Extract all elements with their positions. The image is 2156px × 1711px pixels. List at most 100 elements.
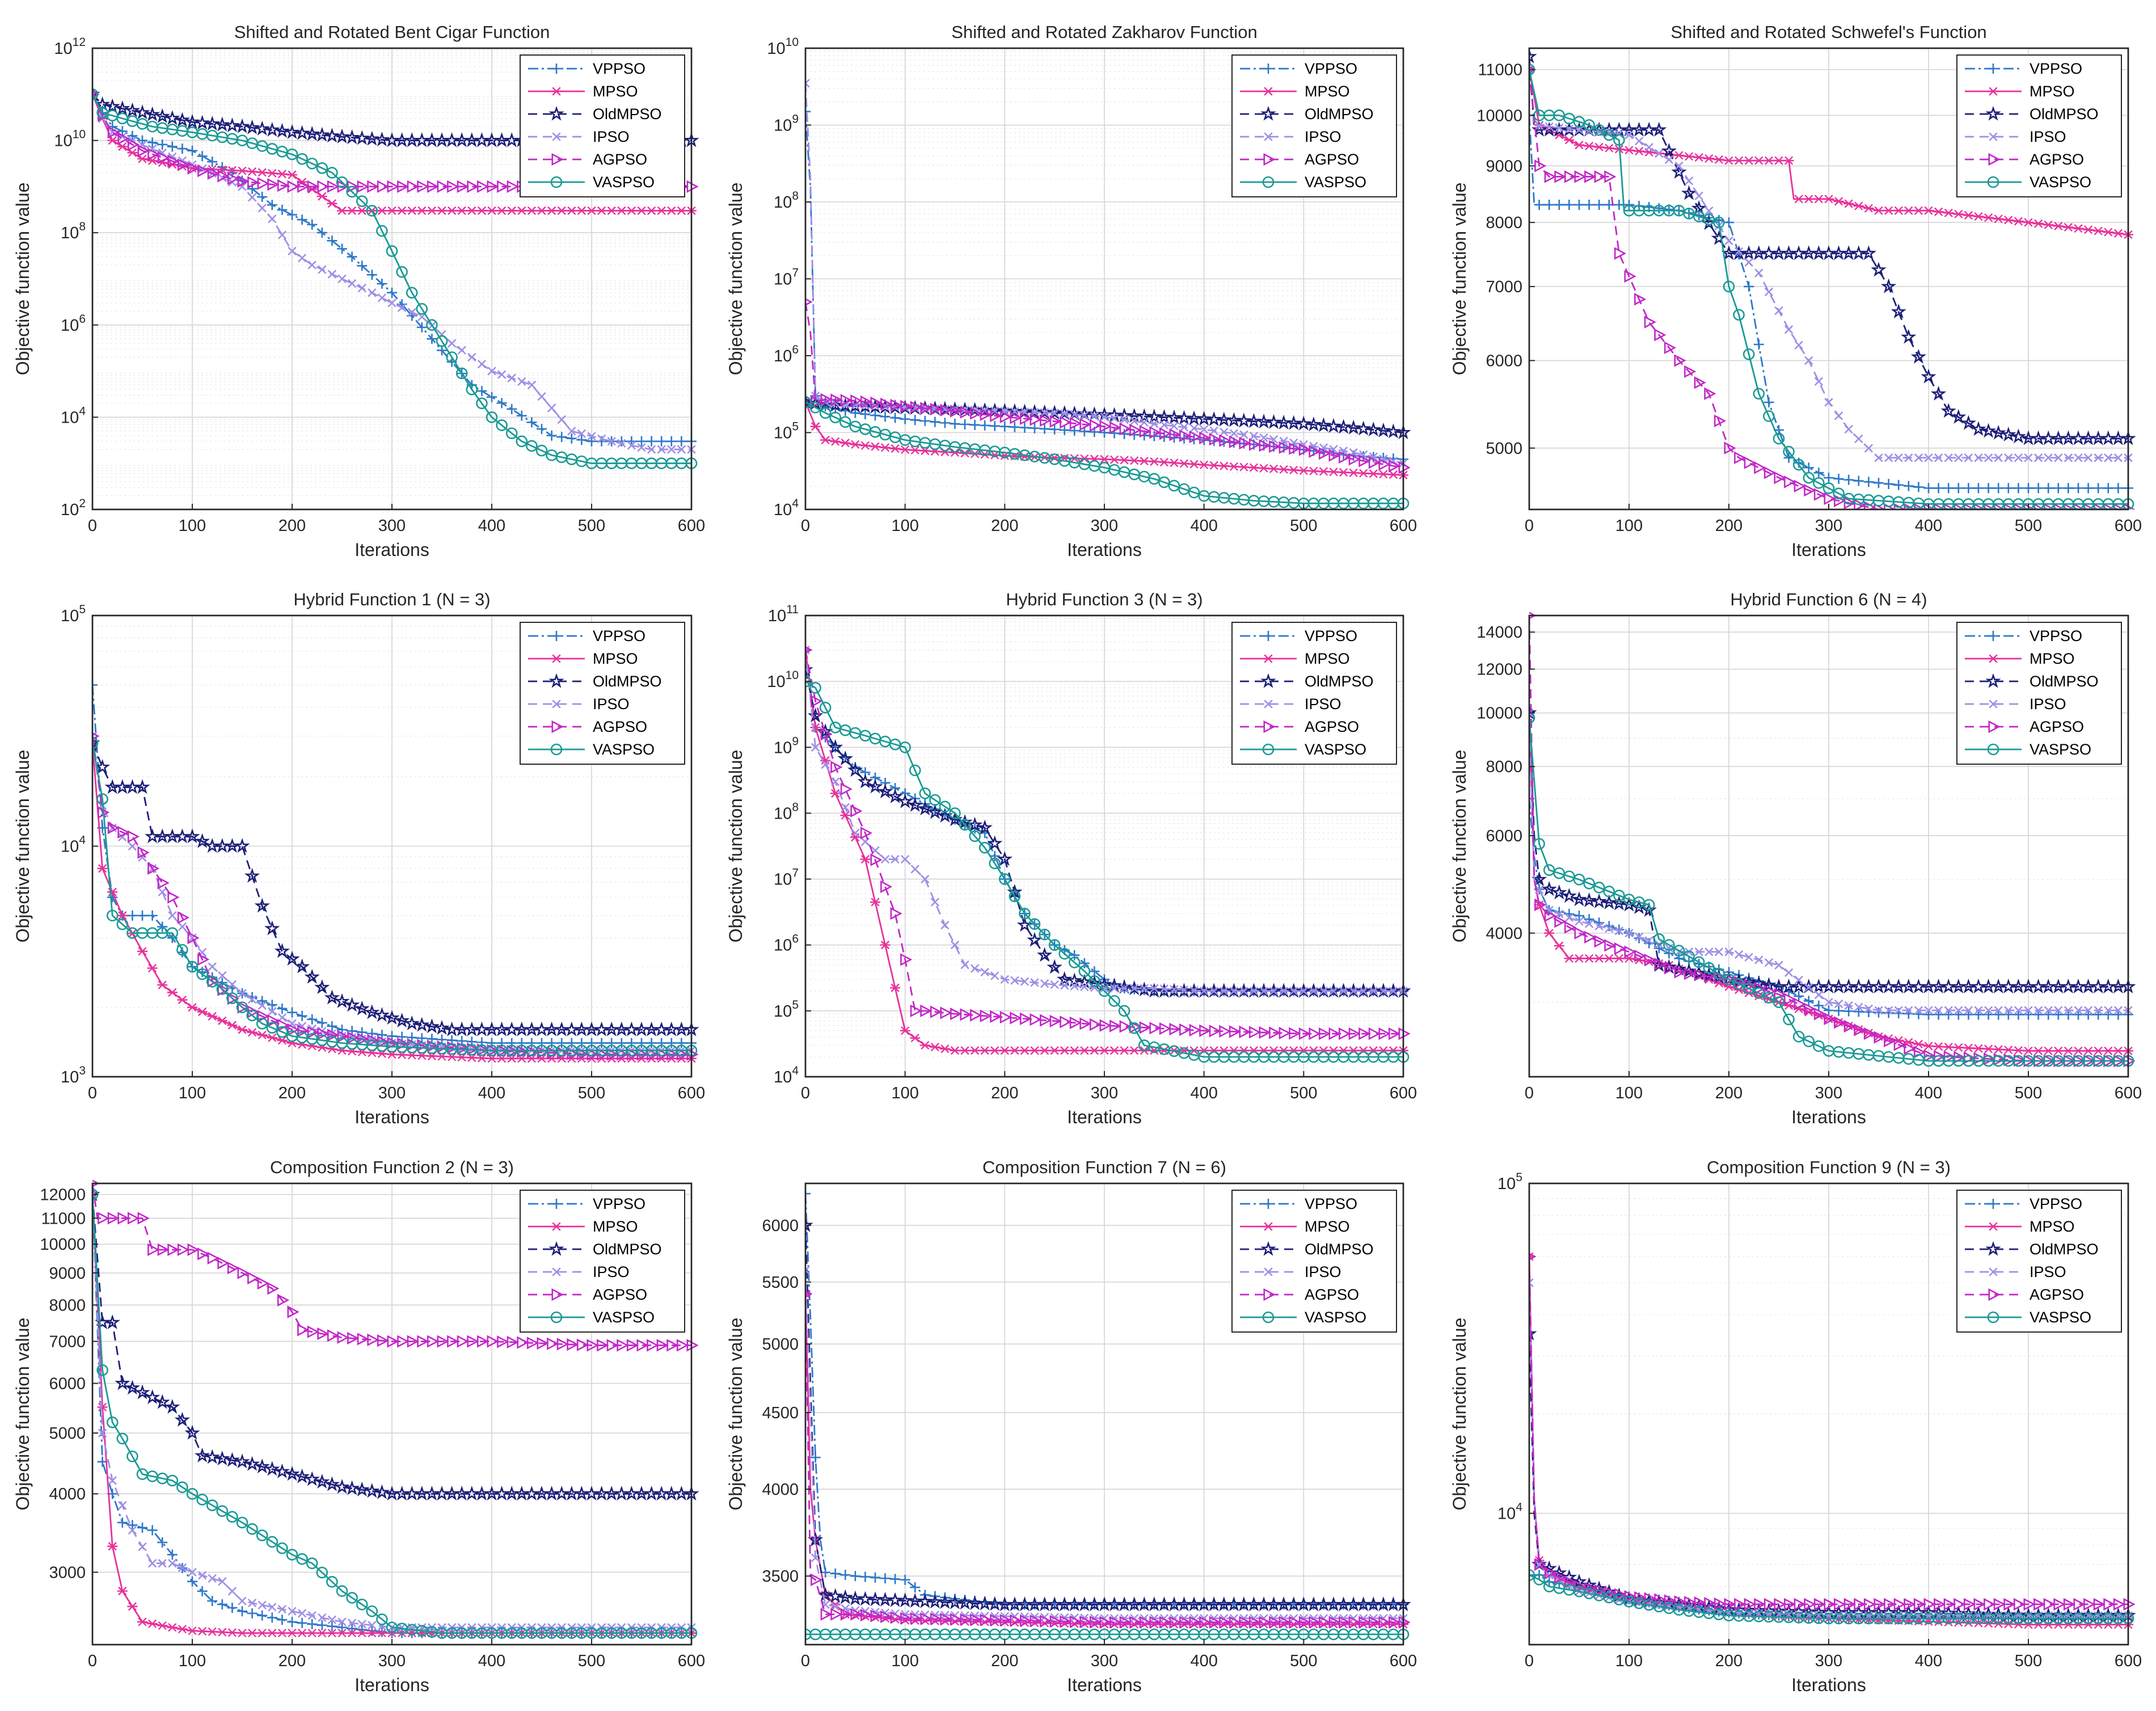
data-point-vaspso xyxy=(505,427,518,440)
data-point-mpso xyxy=(1794,195,1804,204)
data-point-vppso xyxy=(277,1615,288,1625)
data-point-vppso xyxy=(1069,425,1080,436)
data-point-mpso xyxy=(1993,1045,2004,1054)
data-point-ipso xyxy=(258,1001,267,1010)
data-point-vaspso xyxy=(216,1505,229,1517)
legend-label-mpso: MPSO xyxy=(2030,650,2075,667)
data-point-agpso xyxy=(960,1008,972,1021)
legend-label-vaspso: VASPSO xyxy=(593,1309,655,1326)
data-point-oldmpso xyxy=(354,1481,370,1497)
y-tick-label: 8000 xyxy=(1486,214,1522,232)
data-point-agpso xyxy=(1339,1027,1351,1040)
data-point-vaspso xyxy=(166,1474,179,1487)
data-point-oldmpso xyxy=(1990,424,2006,440)
data-point-vppso xyxy=(1833,473,1844,484)
data-point-mpso xyxy=(457,1053,467,1062)
data-point-ipso xyxy=(1734,247,1744,256)
data-point-oldmpso xyxy=(224,1452,240,1467)
legend-label-mpso: MPSO xyxy=(1305,1218,1350,1235)
data-point-vaspso xyxy=(1773,432,1785,445)
data-point-ipso xyxy=(1764,958,1774,967)
data-point-vaspso xyxy=(286,148,298,161)
data-point-agpso xyxy=(297,1324,310,1337)
data-point-mpso xyxy=(1179,459,1189,468)
data-point-vppso xyxy=(337,1622,347,1633)
data-point-ipso xyxy=(1625,130,1634,140)
y-tick-label: 108 xyxy=(774,800,799,823)
data-point-vppso xyxy=(2033,483,2044,494)
data-point-ipso xyxy=(1914,453,1923,462)
data-point-agpso xyxy=(197,953,210,966)
y-tick-label: 9000 xyxy=(1486,157,1522,175)
data-point-ipso xyxy=(467,352,476,362)
y-axis-label: Objective function value xyxy=(725,1318,746,1511)
data-point-vppso xyxy=(267,200,277,210)
data-point-agpso xyxy=(1654,328,1666,342)
x-tick-label: 600 xyxy=(2115,1652,2142,1670)
y-tick-label: 108 xyxy=(61,220,86,242)
legend-label-agpso: AGPSO xyxy=(2030,718,2084,735)
data-point-oldmpso xyxy=(254,897,270,913)
data-point-mpso xyxy=(476,1053,487,1063)
data-point-ipso xyxy=(1220,987,1229,996)
data-point-vppso xyxy=(366,269,377,280)
data-point-oldmpso xyxy=(1529,705,1537,720)
y-tick-label: 11000 xyxy=(1478,61,1523,79)
data-point-mpso xyxy=(466,1053,477,1062)
data-point-oldmpso xyxy=(1711,230,1727,245)
data-point-vppso xyxy=(387,287,397,298)
data-point-ipso xyxy=(1080,411,1089,420)
data-point-agpso xyxy=(287,180,299,193)
chart-title: Hybrid Function 3 (N = 3) xyxy=(1006,589,1203,609)
data-point-vppso xyxy=(656,1038,667,1048)
legend-marker-mpso xyxy=(1988,654,1998,663)
data-point-mpso xyxy=(2083,225,2094,234)
data-point-mpso xyxy=(257,168,268,177)
data-point-mpso xyxy=(656,206,667,216)
legend-marker-oldmpso xyxy=(1260,1241,1276,1256)
data-point-vaspso xyxy=(1803,471,1815,484)
data-point-ipso xyxy=(138,140,147,150)
data-point-agpso xyxy=(1358,1027,1371,1040)
data-point-agpso xyxy=(247,1271,260,1285)
legend-marker-vaspso xyxy=(1262,1311,1275,1324)
data-point-agpso xyxy=(980,1009,992,1022)
data-point-ipso xyxy=(407,307,416,317)
data-point-oldmpso xyxy=(264,121,280,137)
data-point-agpso xyxy=(157,1243,170,1257)
x-tick-label: 0 xyxy=(801,1084,810,1102)
data-point-ipso xyxy=(1100,984,1109,993)
data-point-ipso xyxy=(1299,987,1308,996)
data-point-vppso xyxy=(636,1038,647,1048)
data-point-ipso xyxy=(841,803,850,812)
data-point-ipso xyxy=(92,1190,97,1199)
data-point-mpso xyxy=(137,1617,147,1626)
legend-marker-vaspso xyxy=(550,1311,563,1324)
legend-label-agpso: AGPSO xyxy=(593,718,647,735)
data-point-ipso xyxy=(1844,1001,1853,1010)
data-point-mpso xyxy=(2023,1620,2033,1629)
data-point-oldmpso xyxy=(424,1018,440,1034)
data-point-mpso xyxy=(626,206,637,216)
data-point-ipso xyxy=(1794,340,1803,349)
data-point-mpso xyxy=(919,446,930,456)
data-point-vppso xyxy=(476,1037,487,1048)
data-point-mpso xyxy=(1109,455,1120,464)
y-tick-label: 104 xyxy=(61,404,86,427)
data-point-agpso xyxy=(1904,1042,1916,1055)
data-point-agpso xyxy=(811,395,823,408)
data-point-agpso xyxy=(1973,1598,1986,1611)
data-point-vaspso xyxy=(266,1536,279,1548)
data-point-agpso xyxy=(1318,1027,1331,1040)
legend-marker-agpso xyxy=(1988,1288,2001,1301)
data-point-mpso xyxy=(327,1628,337,1638)
data-point-agpso xyxy=(910,1612,922,1625)
data-point-agpso xyxy=(277,1018,290,1032)
y-tick-label: 7000 xyxy=(1486,278,1522,296)
data-point-mpso xyxy=(1229,462,1239,471)
data-point-ipso xyxy=(178,922,187,932)
data-point-ipso xyxy=(1904,1006,1913,1015)
data-point-oldmpso xyxy=(154,108,170,124)
data-point-vaspso xyxy=(1803,1035,1815,1047)
